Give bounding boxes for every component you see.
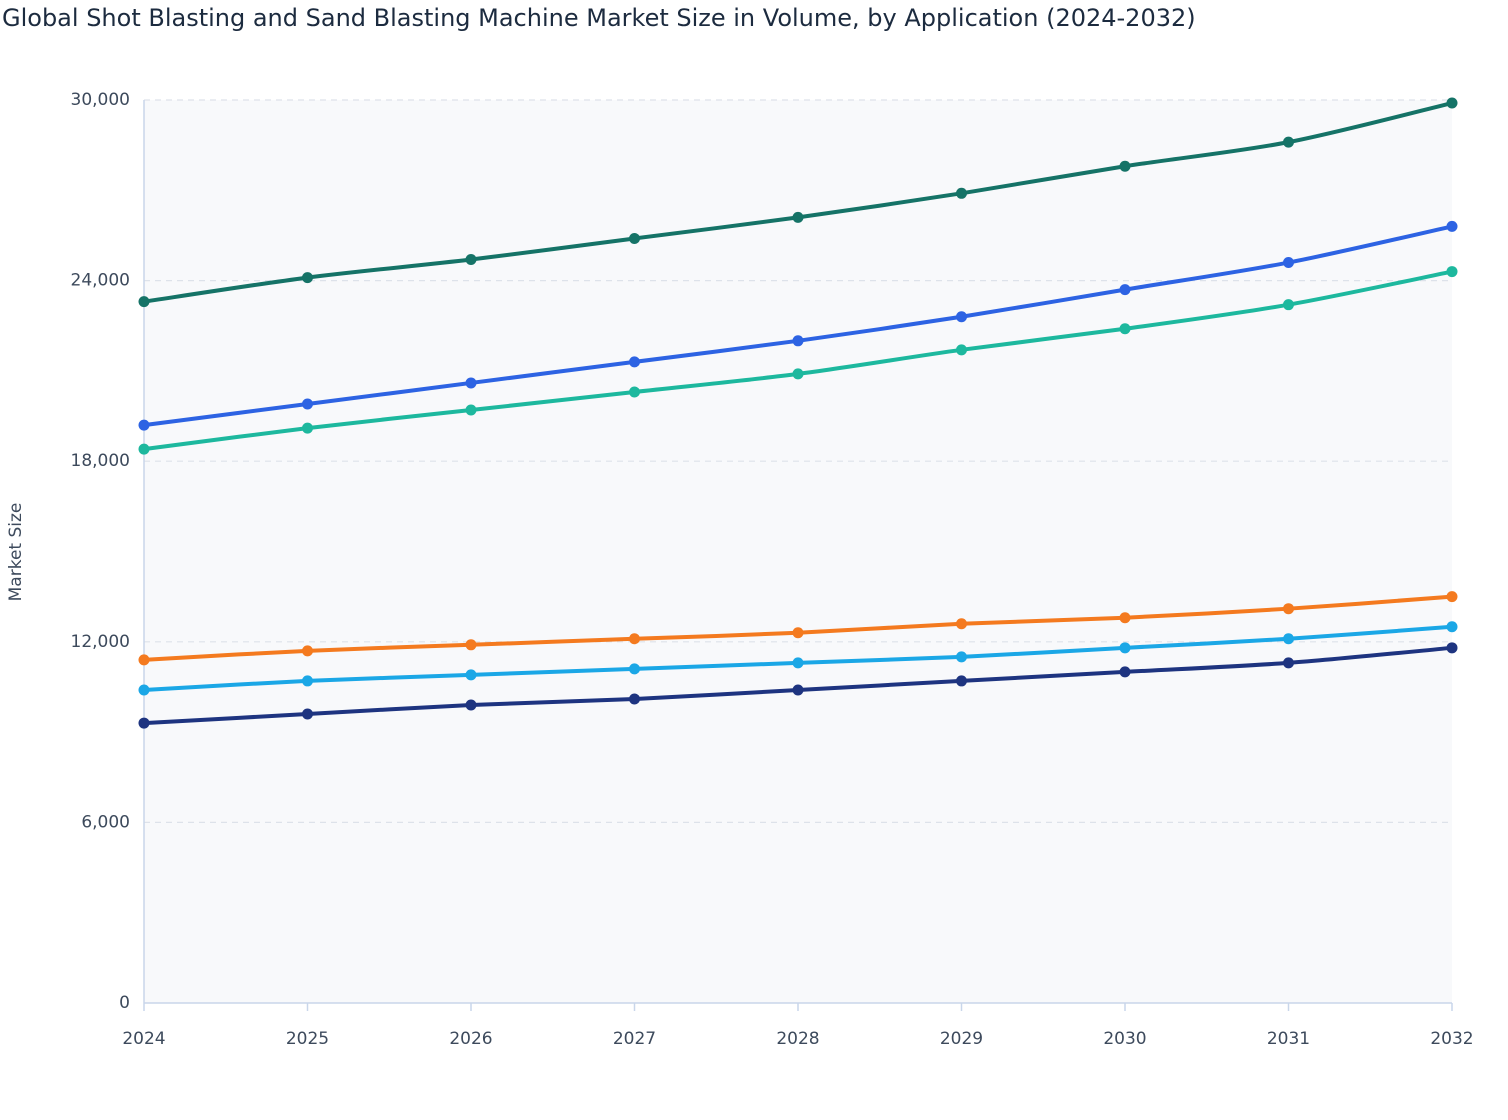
data-point bbox=[792, 368, 804, 380]
x-tick-label: 2031 bbox=[1267, 1029, 1310, 1049]
data-point bbox=[1446, 642, 1458, 654]
data-point bbox=[1446, 266, 1458, 278]
data-point bbox=[138, 296, 150, 308]
data-point bbox=[1283, 657, 1294, 669]
data-point bbox=[956, 651, 967, 663]
data-point bbox=[956, 675, 967, 687]
data-point bbox=[1283, 257, 1294, 269]
data-point bbox=[1446, 621, 1458, 633]
data-point bbox=[465, 254, 477, 266]
data-point bbox=[302, 398, 313, 410]
chart-title: Global Shot Blasting and Sand Blasting M… bbox=[2, 4, 1196, 32]
data-point bbox=[1446, 97, 1458, 109]
data-point bbox=[302, 272, 313, 284]
data-point bbox=[1119, 666, 1131, 678]
data-point bbox=[1119, 323, 1131, 335]
data-point bbox=[1283, 299, 1294, 311]
data-point bbox=[956, 187, 967, 199]
y-tick-label: 6,000 bbox=[81, 812, 130, 832]
data-point bbox=[1119, 160, 1131, 172]
y-tick-label: 30,000 bbox=[71, 90, 130, 110]
data-point bbox=[956, 311, 967, 323]
data-point bbox=[792, 627, 804, 639]
x-tick-label: 2027 bbox=[613, 1029, 656, 1049]
data-point bbox=[792, 657, 804, 669]
data-point bbox=[629, 386, 640, 398]
data-point bbox=[1283, 136, 1294, 148]
data-point bbox=[792, 335, 804, 347]
data-point bbox=[1119, 284, 1131, 296]
x-tick-label: 2030 bbox=[1103, 1029, 1146, 1049]
data-point bbox=[302, 675, 313, 687]
data-point bbox=[465, 404, 477, 416]
data-point bbox=[956, 344, 967, 356]
y-tick-label: 0 bbox=[119, 993, 130, 1013]
y-tick-label: 24,000 bbox=[71, 271, 130, 291]
data-point bbox=[302, 708, 313, 720]
data-point bbox=[138, 443, 150, 455]
data-point bbox=[1446, 220, 1458, 232]
data-point bbox=[629, 356, 640, 368]
data-point bbox=[465, 699, 477, 711]
data-point bbox=[465, 639, 477, 651]
plot-area bbox=[144, 100, 1452, 1003]
data-point bbox=[138, 684, 150, 696]
data-point bbox=[629, 633, 640, 645]
data-point bbox=[629, 232, 640, 244]
x-tick-label: 2032 bbox=[1430, 1029, 1473, 1049]
data-point bbox=[629, 693, 640, 705]
x-tick-label: 2029 bbox=[940, 1029, 983, 1049]
data-point bbox=[1446, 591, 1458, 603]
y-tick-label: 18,000 bbox=[71, 451, 130, 471]
y-tick-label: 12,000 bbox=[71, 632, 130, 652]
data-point bbox=[956, 618, 967, 630]
data-point bbox=[1119, 642, 1131, 654]
data-point bbox=[792, 211, 804, 223]
x-tick-label: 2028 bbox=[776, 1029, 819, 1049]
data-point bbox=[138, 717, 150, 729]
data-point bbox=[465, 377, 477, 389]
data-point bbox=[1283, 603, 1294, 615]
data-point bbox=[1283, 633, 1294, 645]
data-point bbox=[138, 654, 150, 666]
data-point bbox=[1119, 612, 1131, 624]
x-tick-label: 2024 bbox=[122, 1029, 165, 1049]
data-point bbox=[629, 663, 640, 675]
y-axis-label: Market Size bbox=[6, 503, 26, 602]
data-point bbox=[465, 669, 477, 681]
x-tick-label: 2026 bbox=[449, 1029, 492, 1049]
x-tick-label: 2025 bbox=[286, 1029, 329, 1049]
data-point bbox=[302, 422, 313, 434]
data-point bbox=[792, 684, 804, 696]
data-point bbox=[138, 419, 150, 431]
data-point bbox=[302, 645, 313, 657]
